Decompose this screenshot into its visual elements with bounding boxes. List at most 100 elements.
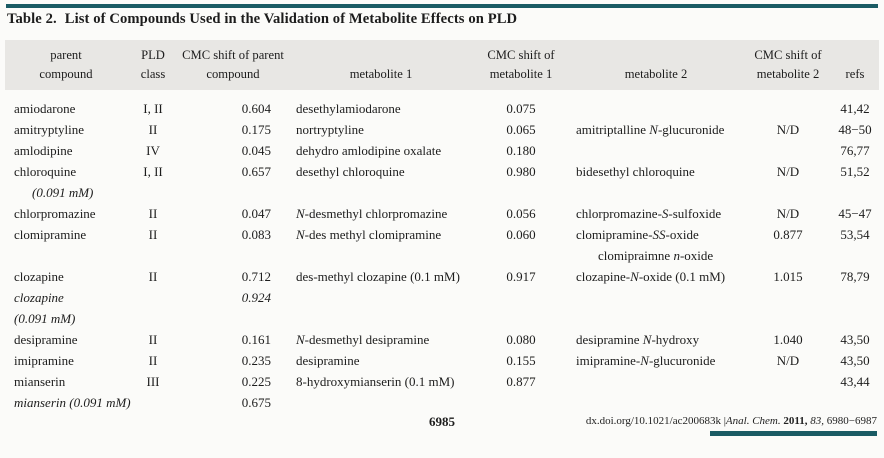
- table-cell: 0.235: [241, 353, 271, 368]
- column-header: parent: [5, 40, 127, 65]
- table-cell: 0.083: [241, 227, 271, 242]
- citation-year: 2011,: [783, 415, 808, 427]
- table-cell: imipramine: [14, 353, 74, 368]
- table-cell: [179, 182, 287, 203]
- table-cell: [287, 308, 475, 329]
- table-cell: [567, 182, 745, 203]
- table-cell: [5, 245, 127, 266]
- table-cell: [287, 392, 475, 413]
- table-row: desipramine II 0.161 N-desmethyl desipramin…: [5, 329, 879, 350]
- table-cell: amiodarone: [14, 101, 76, 116]
- table-cell: clozapine: [14, 269, 64, 284]
- column-header: PLD: [127, 40, 179, 65]
- table-cell: dehydro amlodipine oxalate: [296, 143, 442, 158]
- table-cell: chlorpromazine: [14, 206, 96, 221]
- table-cell: I, II: [143, 101, 163, 116]
- table-row: chlorpromazine II 0.047 N-desmethyl chlorpr…: [5, 203, 879, 224]
- table-container: parent PLD CMC shift of parent CMC shift of…: [5, 40, 879, 413]
- column-header: metabolite 2: [567, 65, 745, 90]
- table-cell: [567, 90, 745, 119]
- table-cell: [567, 287, 745, 308]
- table-cell: desipramine: [296, 353, 360, 368]
- table-title: Table 2. List of Compounds Used in the Va…: [7, 11, 517, 28]
- table-row: amitryptyline II 0.175 nortryptyline 0.065 am…: [5, 119, 879, 140]
- table-row: clozapine 0.924: [5, 287, 879, 308]
- table-cell: II: [148, 122, 158, 137]
- table-header: parent PLD CMC shift of parent CMC shift of…: [5, 40, 879, 90]
- column-header: CMC shift of: [745, 40, 831, 65]
- table-cell: [831, 245, 879, 266]
- table-cell: [475, 308, 567, 329]
- column-header: metabolite 1: [475, 65, 567, 90]
- table-cell: 0.917: [506, 269, 536, 284]
- column-header: [287, 40, 475, 65]
- table-cell: 78,79: [840, 269, 870, 284]
- table-cell: [287, 245, 475, 266]
- table-cell: [567, 392, 745, 413]
- top-accent-rule: [6, 4, 878, 8]
- table-row: clozapine II 0.712 des-methyl clozapine (0.…: [5, 266, 879, 287]
- table-cell: [287, 287, 475, 308]
- table-cell: 43,50: [840, 332, 870, 347]
- bottom-accent-rule: [710, 431, 877, 436]
- table-cell: [745, 371, 831, 392]
- citation-pages: 6980−6987: [826, 415, 877, 427]
- column-header: compound: [5, 65, 127, 90]
- table-cell: [745, 308, 831, 329]
- table-cell: 1.015: [773, 269, 803, 284]
- table-cell: 0.980: [506, 164, 536, 179]
- table-cell: [287, 182, 475, 203]
- table-cell: [745, 90, 831, 119]
- table-cell: clozapine-N-oxide (0.1 mM): [576, 269, 726, 284]
- table-cell: [831, 308, 879, 329]
- table-cell: clomipramine-SS-oxide: [576, 227, 699, 242]
- table-cell: 8-hydroxymianserin (0.1 mM): [296, 374, 455, 389]
- table-cell: N/D: [776, 164, 800, 179]
- table-cell: [475, 245, 567, 266]
- table-body: amiodarone I, II 0.604 desethylamiodarone 0.…: [5, 90, 879, 413]
- table-cell: [831, 392, 879, 413]
- table-cell: desethylamiodarone: [296, 101, 401, 116]
- table-cell: amitryptyline: [14, 122, 85, 137]
- column-header: CMC shift of: [475, 40, 567, 65]
- table-cell: 53,54: [840, 227, 870, 242]
- table-cell: N/D: [776, 122, 800, 137]
- table-cell: [567, 308, 745, 329]
- doi-link[interactable]: dx.doi.org/10.1021/ac200683k: [585, 415, 721, 427]
- column-header: metabolite 1: [287, 65, 475, 90]
- table-cell: desethyl chloroquine: [296, 164, 405, 179]
- table-cell: 0.657: [241, 164, 271, 179]
- table-row: chloroquine I, II 0.657 desethyl chloroquin…: [5, 161, 879, 182]
- table-row: mianserin III 0.225 8-hydroxymianserin (0.1…: [5, 371, 879, 392]
- table-cell: 0.877: [506, 374, 536, 389]
- citation-separator: |: [720, 415, 726, 427]
- table-cell: N-desmethyl chlorpromazine: [296, 206, 448, 221]
- table-cell: 0.712: [241, 269, 271, 284]
- citation: dx.doi.org/10.1021/ac200683k |Anal. Chem…: [586, 415, 877, 427]
- table-cell: (0.091 mM): [14, 311, 76, 326]
- table-cell: 0.065: [506, 122, 536, 137]
- table-cell: 0.180: [506, 143, 536, 158]
- table-cell: IV: [146, 143, 160, 158]
- table-cell: II: [148, 269, 158, 284]
- table-row: clomipraimne n-oxide: [5, 245, 879, 266]
- table-cell: I, II: [143, 164, 163, 179]
- table-cell: amitriptalline N-glucuronide: [576, 122, 725, 137]
- table-number: Table 2.: [7, 11, 57, 27]
- table-cell: 1.040: [773, 332, 803, 347]
- column-header: [831, 40, 879, 65]
- table-row: mianserin (0.091 mM) 0.675: [5, 392, 879, 413]
- table-cell: 43,50: [840, 353, 870, 368]
- table-cell: amlodipine: [14, 143, 73, 158]
- table-cell: [745, 182, 831, 203]
- header-row: parent PLD CMC shift of parent CMC shift of…: [5, 40, 879, 65]
- table-row: amiodarone I, II 0.604 desethylamiodarone 0.…: [5, 90, 879, 119]
- table-cell: [475, 182, 567, 203]
- table-cell: II: [148, 227, 158, 242]
- table-cell: 0.045: [241, 143, 271, 158]
- table-cell: N/D: [776, 353, 800, 368]
- table-cell: chloroquine: [14, 164, 77, 179]
- column-header: CMC shift of parent: [179, 40, 287, 65]
- table-cell: [179, 245, 287, 266]
